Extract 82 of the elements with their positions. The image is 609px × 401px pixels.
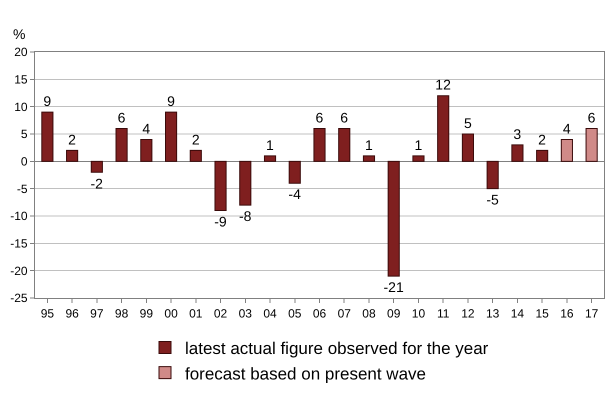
bar <box>536 150 548 162</box>
bar <box>511 144 524 162</box>
data-label: 9 <box>167 93 176 110</box>
data-label: -2 <box>90 175 104 192</box>
data-label: -4 <box>288 186 302 202</box>
y-axis-title: % <box>13 26 26 42</box>
bar <box>313 128 326 162</box>
data-label: 6 <box>118 110 126 126</box>
data-label: 4 <box>142 120 150 136</box>
y-tick-label: 0 <box>20 154 28 169</box>
x-tick-label: 01 <box>189 306 203 320</box>
x-tick-label: 13 <box>486 306 500 320</box>
bar <box>140 138 152 162</box>
data-label: 6 <box>588 110 596 126</box>
x-tick-label: 11 <box>436 306 450 320</box>
data-label: 2 <box>538 131 546 148</box>
x-tick-label: 05 <box>288 306 302 320</box>
y-tick-label: 10 <box>14 100 28 114</box>
x-tick-label: 95 <box>40 306 54 320</box>
legend-label: latest actual figure observed for the year <box>185 339 489 358</box>
data-label: -5 <box>486 192 500 208</box>
x-tick-label: 10 <box>412 306 426 320</box>
bar <box>116 128 128 162</box>
x-tick-label: 04 <box>263 306 278 320</box>
y-tick-label: 15 <box>14 72 28 87</box>
x-tick-label: 08 <box>362 306 376 320</box>
x-tick-label: 97 <box>90 306 104 320</box>
bar <box>462 134 474 162</box>
bar <box>214 160 227 212</box>
bar <box>288 160 301 184</box>
y-tick-label: 20 <box>14 45 28 60</box>
bar <box>486 160 499 190</box>
x-tick-label: 17 <box>584 306 599 320</box>
x-tick-label: 15 <box>535 306 550 320</box>
x-tick-label: 07 <box>338 306 352 320</box>
y-tick-label: -5 <box>16 182 28 196</box>
data-label: 1 <box>266 136 274 153</box>
data-label: 4 <box>562 120 571 136</box>
bar <box>362 155 376 162</box>
bar <box>165 112 178 162</box>
x-tick-label: 03 <box>238 306 252 320</box>
bar <box>437 95 450 162</box>
data-label: 1 <box>364 136 373 153</box>
legend-label: forecast based on present wave <box>185 364 426 384</box>
bar <box>560 138 573 162</box>
y-tick-label: -10 <box>10 209 28 224</box>
x-tick-label: 99 <box>140 306 154 320</box>
bar <box>388 160 400 277</box>
data-label: 9 <box>43 93 52 110</box>
data-label: 6 <box>316 110 324 126</box>
bar <box>586 128 598 162</box>
bar <box>239 160 252 206</box>
data-label: 5 <box>464 115 472 131</box>
x-tick-label: 98 <box>114 306 129 320</box>
data-label: 12 <box>435 76 452 93</box>
x-tick-label: 06 <box>312 306 326 320</box>
y-tick-label: -25 <box>10 291 28 306</box>
x-tick-label: 02 <box>214 306 228 320</box>
data-label: 1 <box>414 136 422 153</box>
x-tick-label: 12 <box>461 306 475 320</box>
bar <box>66 150 78 162</box>
data-label: -21 <box>383 279 404 296</box>
data-label: 2 <box>192 131 200 148</box>
x-tick-label: 16 <box>560 306 574 320</box>
y-tick-label: -15 <box>10 236 28 251</box>
x-tick-label: 00 <box>164 306 178 320</box>
bar <box>338 128 350 162</box>
data-label: 6 <box>340 110 348 126</box>
y-tick-label: -20 <box>10 264 28 278</box>
x-tick-label: 14 <box>510 306 524 320</box>
x-tick-label: 96 <box>65 306 80 320</box>
bar <box>90 160 103 173</box>
data-label: 3 <box>513 126 522 142</box>
bar <box>190 150 202 162</box>
data-label: 2 <box>68 131 76 148</box>
data-label: -8 <box>238 208 252 224</box>
data-label: -9 <box>214 214 227 230</box>
bar <box>264 155 276 162</box>
bar <box>41 112 54 162</box>
bar <box>412 155 425 162</box>
x-tick-label: 09 <box>387 306 401 320</box>
y-tick-label: 5 <box>20 127 28 142</box>
